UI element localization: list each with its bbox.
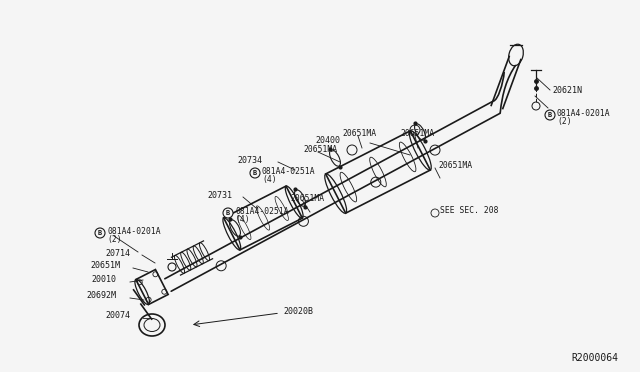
Text: (4): (4) (235, 215, 250, 224)
Text: 20651M: 20651M (90, 262, 120, 270)
Text: 20651MA: 20651MA (290, 193, 324, 202)
Text: 20734: 20734 (237, 155, 262, 164)
Text: B: B (253, 170, 257, 176)
Circle shape (95, 228, 105, 238)
Text: (2): (2) (557, 116, 572, 125)
Text: 081A4-0201A: 081A4-0201A (557, 109, 611, 118)
Text: 20020B: 20020B (283, 307, 313, 315)
Text: 20651MA: 20651MA (438, 160, 472, 170)
Text: 20010: 20010 (91, 276, 116, 285)
Text: 20400: 20400 (315, 135, 340, 144)
Text: (2): (2) (107, 234, 122, 244)
Text: 20621N: 20621N (552, 86, 582, 94)
Text: 20651MA: 20651MA (303, 144, 337, 154)
Text: 20731: 20731 (207, 190, 232, 199)
Text: 20074: 20074 (105, 311, 130, 321)
Text: 081A4-0201A: 081A4-0201A (107, 227, 161, 235)
Text: 20714: 20714 (105, 248, 130, 257)
Text: B: B (548, 112, 552, 118)
Circle shape (250, 168, 260, 178)
Text: 081A4-0251A: 081A4-0251A (235, 206, 289, 215)
Circle shape (223, 208, 233, 218)
Text: B: B (98, 230, 102, 236)
Text: 20651MA: 20651MA (400, 128, 434, 138)
Text: SEE SEC. 208: SEE SEC. 208 (440, 205, 499, 215)
Text: R2000064: R2000064 (571, 353, 618, 363)
Text: (4): (4) (262, 174, 276, 183)
Text: 20651MA: 20651MA (342, 128, 376, 138)
Text: B: B (226, 210, 230, 216)
Text: 20692M: 20692M (86, 292, 116, 301)
Circle shape (545, 110, 555, 120)
Text: 081A4-0251A: 081A4-0251A (262, 167, 316, 176)
